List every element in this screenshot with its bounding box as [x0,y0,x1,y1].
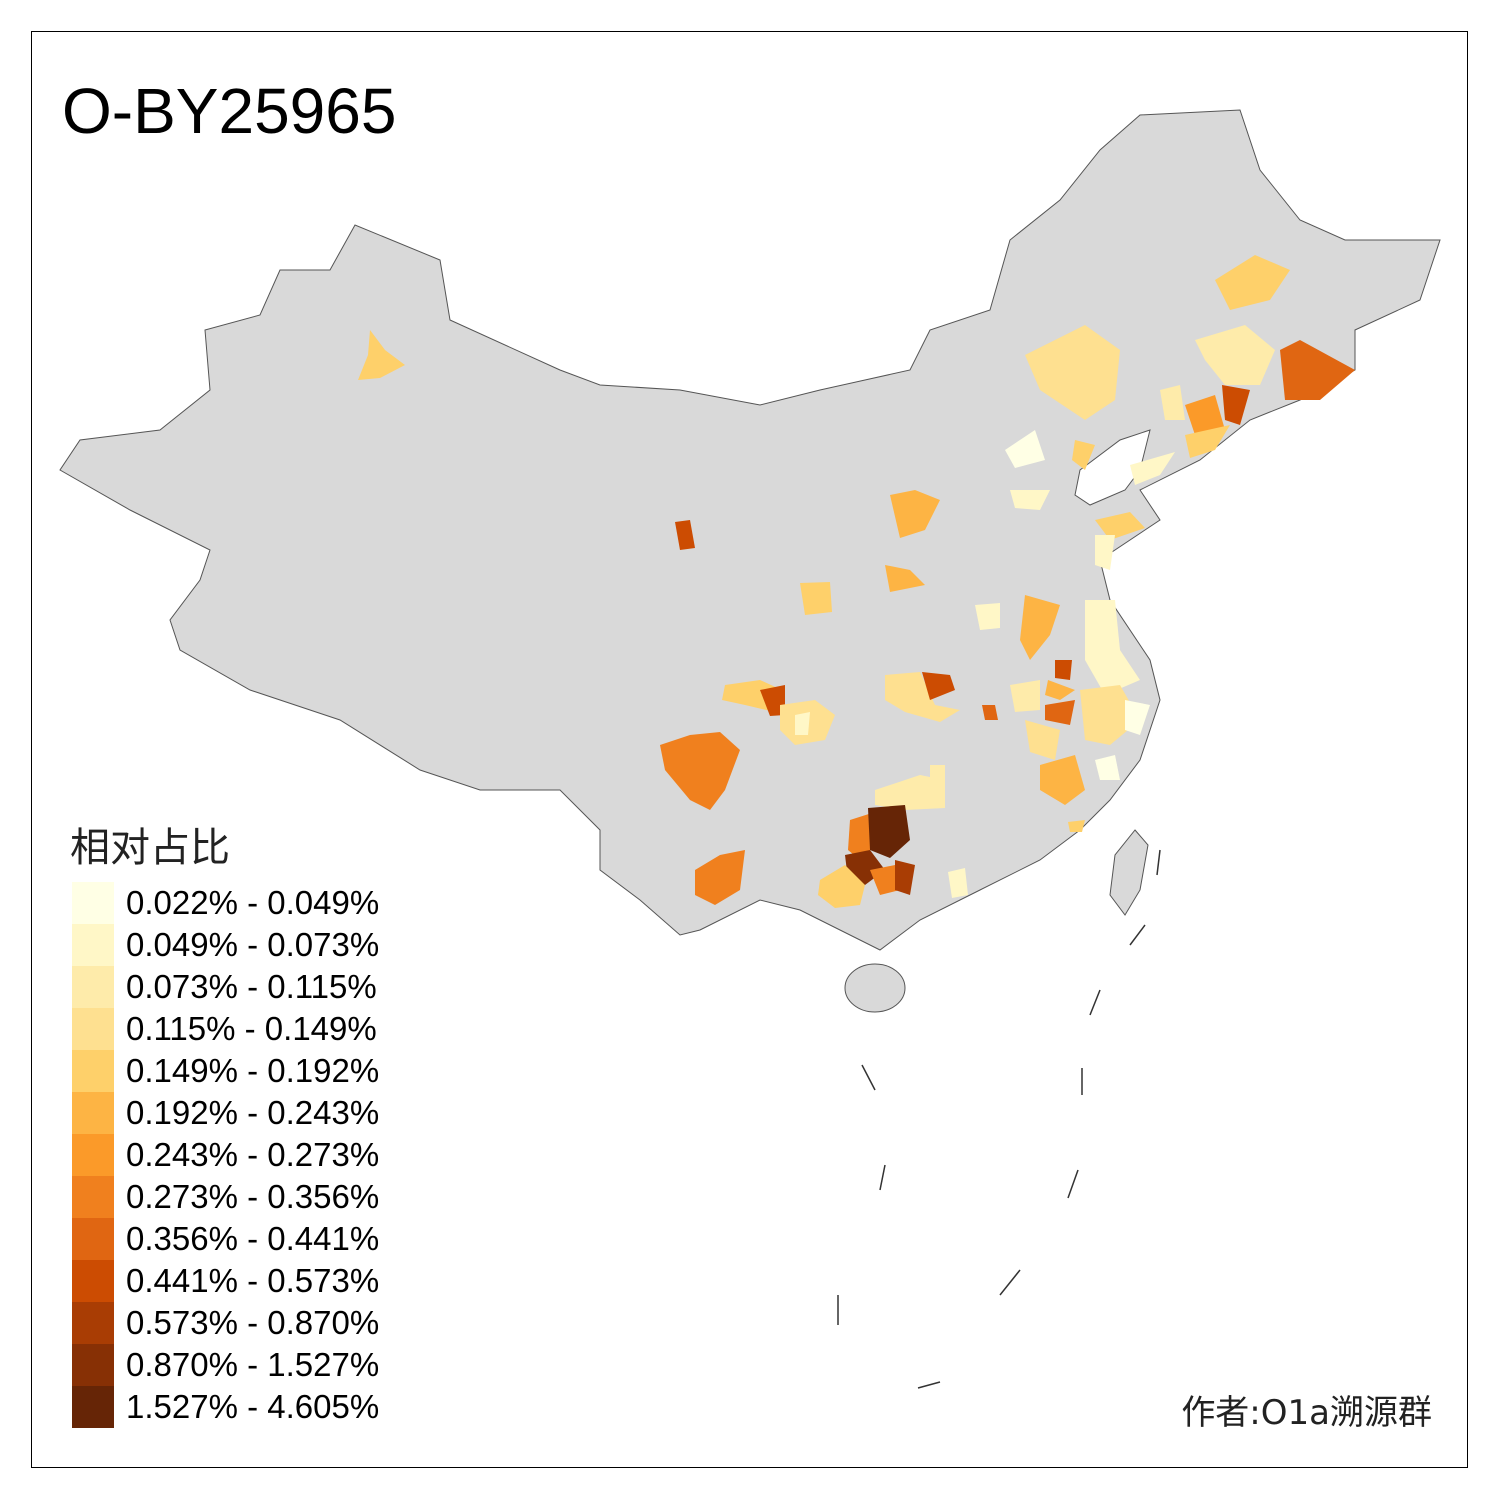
region-8 [1045,700,1075,725]
legend-swatch [72,966,114,1008]
region-1 [1085,600,1140,695]
region-9 [1222,385,1250,425]
legend: 0.022% - 0.049% 0.049% - 0.073% 0.073% - 0… [72,882,379,1428]
region-3 [1025,325,1120,420]
region-0 [1125,700,1150,735]
region-2 [930,765,945,782]
region-2 [1010,680,1040,712]
legend-item: 0.356% - 0.441% [72,1218,379,1260]
legend-item: 0.049% - 0.073% [72,924,379,966]
region-0 [1095,755,1120,780]
region-5 [885,565,925,592]
region-2 [875,775,945,810]
region-8 [1280,340,1355,400]
legend-label: 0.115% - 0.149% [126,1010,377,1047]
legend-swatch [72,1050,114,1092]
legend-label: 0.273% - 0.356% [126,1178,380,1215]
region-5 [1040,755,1085,805]
region-9 [1055,660,1072,680]
region-1 [975,603,1000,630]
legend-label: 0.022% - 0.049% [126,884,380,921]
region-2 [1160,385,1185,420]
legend-swatch [72,1092,114,1134]
region-0 [1005,430,1045,468]
legend-label: 0.192% - 0.243% [126,1094,380,1131]
legend-label: 0.073% - 0.115% [126,968,377,1005]
region-1 [795,712,810,735]
legend-item: 0.573% - 0.870% [72,1302,379,1344]
legend-label: 0.573% - 0.870% [126,1304,380,1341]
legend-swatch [72,924,114,966]
map-frame [31,31,1468,1468]
legend-item: 0.022% - 0.049% [72,882,379,924]
region-4 [818,865,865,908]
map-title: O-BY25965 [62,75,397,147]
legend-label: 0.441% - 0.573% [126,1262,380,1299]
legend-swatch [72,1260,114,1302]
legend-title: 相对占比 [70,825,230,871]
legend-label: 0.149% - 0.192% [126,1052,380,1089]
legend-item: 0.870% - 1.527% [72,1344,379,1386]
legend-item: 0.441% - 0.573% [72,1260,379,1302]
legend-label: 0.356% - 0.441% [126,1220,380,1257]
region-2 [1195,325,1275,385]
region-5 [890,490,940,538]
region-4 [1185,425,1230,458]
region-4 [1215,255,1290,310]
legend-swatch [72,1134,114,1176]
legend-item: 0.192% - 0.243% [72,1092,379,1134]
legend-item: 0.273% - 0.356% [72,1176,379,1218]
region-3 [885,672,960,722]
region-9 [675,520,695,550]
legend-item: 0.149% - 0.192% [72,1050,379,1092]
region-1 [1095,535,1115,570]
legend-item: 0.073% - 0.115% [72,966,379,1008]
region-4 [800,582,832,615]
region-10 [895,860,915,895]
legend-swatch [72,1008,114,1050]
region-1 [1130,452,1175,485]
legend-label: 0.243% - 0.273% [126,1136,380,1173]
legend-swatch [72,882,114,924]
hainan-island [844,963,906,1013]
legend-swatch [72,1386,114,1428]
legend-label: 0.049% - 0.073% [126,926,380,963]
legend-item: 1.527% - 4.605% [72,1386,379,1428]
legend-swatch [72,1176,114,1218]
south-china-sea-islands [837,849,1161,1389]
region-9 [760,685,785,716]
bohai-sea [1074,429,1151,506]
legend-item: 0.243% - 0.273% [72,1134,379,1176]
region-4 [1068,820,1085,832]
author-credit: 作者:O1a溯源群 [1181,1393,1432,1433]
region-1 [948,868,968,898]
legend-label: 0.870% - 1.527% [126,1346,380,1383]
region-5 [1045,680,1075,700]
region-1 [1010,490,1050,510]
region-8 [982,705,998,720]
legend-swatch [72,1218,114,1260]
region-7 [695,850,745,905]
legend-swatch [72,1302,114,1344]
china-outline [59,109,1441,951]
legend-swatch [72,1344,114,1386]
region-4 [358,330,405,380]
region-3 [1025,720,1060,760]
region-fills [358,255,1355,908]
region-4 [1095,512,1145,540]
region-7 [870,865,900,895]
taiwan-island [1109,829,1149,916]
legend-label: 1.527% - 4.605% [126,1388,380,1425]
region-9 [922,672,955,700]
region-12 [868,805,910,858]
region-6 [1185,395,1225,435]
legend-item: 0.115% - 0.149% [72,1008,379,1050]
region-4 [1072,440,1095,470]
region-7 [660,732,740,810]
region-5 [1020,595,1060,660]
